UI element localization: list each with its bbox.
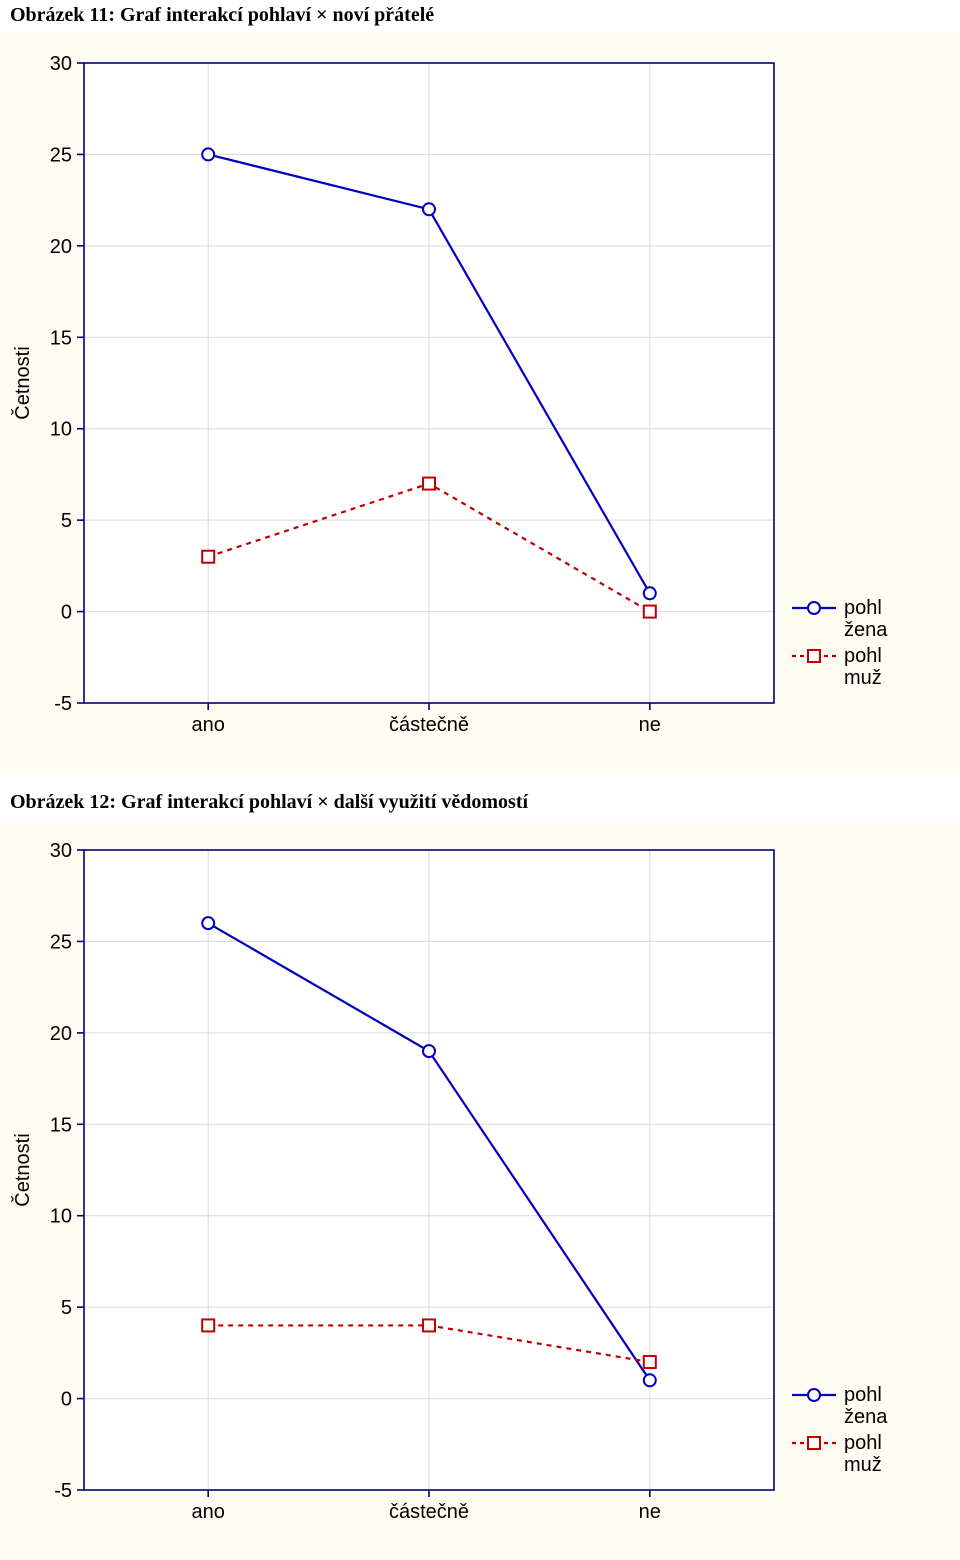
svg-text:20: 20 (50, 236, 72, 258)
svg-text:-5: -5 (54, 1480, 72, 1502)
svg-text:pohl: pohl (844, 1432, 882, 1454)
chart2-caption-rest: Graf interakcí pohlaví × další využití v… (121, 791, 528, 813)
svg-text:20: 20 (50, 1023, 72, 1045)
svg-text:pohl: pohl (844, 645, 882, 667)
svg-text:30: 30 (50, 840, 72, 862)
svg-text:ne: ne (639, 714, 661, 736)
svg-text:15: 15 (50, 1114, 72, 1136)
svg-text:ne: ne (639, 1501, 661, 1523)
svg-text:žena: žena (844, 619, 888, 641)
chart2-panel: -5051015202530anočástečněneČetnostipohlž… (0, 820, 960, 1560)
svg-text:-5: -5 (54, 693, 72, 715)
svg-text:10: 10 (50, 1206, 72, 1228)
svg-text:15: 15 (50, 327, 72, 349)
chart1-caption: Obrázek 11: Graf interakcí pohlaví × nov… (10, 4, 960, 27)
svg-text:muž: muž (844, 1454, 882, 1476)
svg-text:částečně: částečně (389, 714, 469, 736)
svg-text:10: 10 (50, 419, 72, 441)
svg-text:25: 25 (50, 144, 72, 166)
svg-text:5: 5 (61, 510, 72, 532)
svg-text:pohl: pohl (844, 597, 882, 619)
svg-text:ano: ano (192, 1501, 225, 1523)
svg-text:0: 0 (61, 1389, 72, 1411)
svg-text:muž: muž (844, 667, 882, 689)
svg-text:pohl: pohl (844, 1384, 882, 1406)
chart1-panel: -5051015202530anočástečněneČetnostipohlž… (0, 33, 960, 773)
svg-text:ano: ano (192, 714, 225, 736)
svg-text:Četnosti: Četnosti (11, 346, 34, 419)
chart1-caption-rest: Graf interakcí pohlaví × noví přátelé (120, 4, 434, 26)
svg-text:30: 30 (50, 53, 72, 75)
svg-text:žena: žena (844, 1406, 888, 1428)
chart2-caption: Obrázek 12: Graf interakcí pohlaví × dal… (10, 791, 960, 814)
svg-text:0: 0 (61, 602, 72, 624)
chart1-caption-prefix: Obrázek 11: (10, 4, 120, 26)
svg-text:5: 5 (61, 1297, 72, 1319)
svg-text:25: 25 (50, 931, 72, 953)
chart2-caption-prefix: Obrázek 12: (10, 791, 121, 813)
svg-text:částečně: částečně (389, 1501, 469, 1523)
svg-text:Četnosti: Četnosti (11, 1133, 34, 1206)
